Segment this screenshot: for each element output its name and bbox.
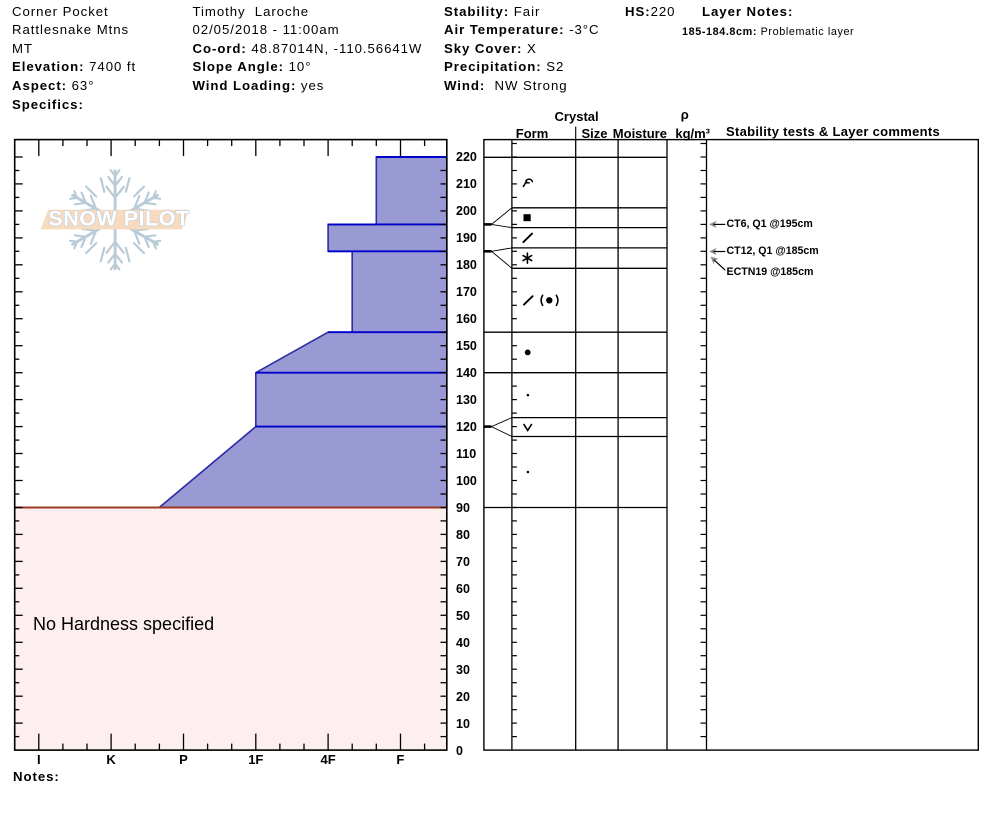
svg-text:SNOW PILOT: SNOW PILOT xyxy=(48,207,189,231)
